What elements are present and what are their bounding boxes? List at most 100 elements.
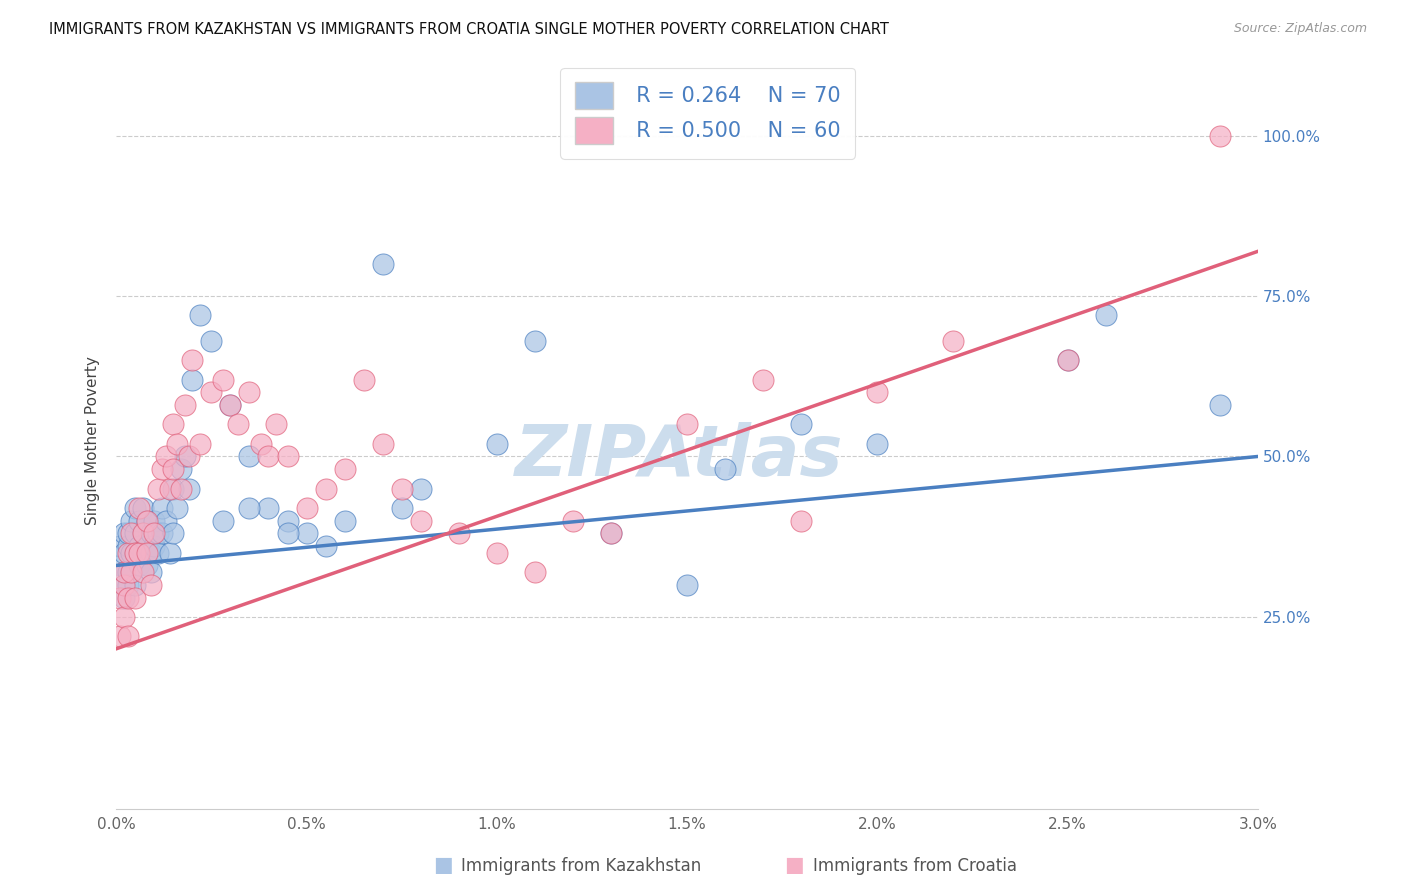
Point [128,546,150,560]
Point [257,450,280,464]
Point [124,591,146,605]
Point [238,450,260,464]
Point [676,417,699,432]
Point [117,539,139,553]
Point [371,257,394,271]
Point [139,577,162,591]
Point [112,565,135,579]
Point [188,436,211,450]
Point [485,436,508,450]
Point [146,546,169,560]
Point [121,514,143,528]
Point [1209,128,1232,143]
Point [391,482,413,496]
Point [353,373,375,387]
Point [124,546,146,560]
Point [200,385,222,400]
Point [238,385,260,400]
Point [117,546,139,560]
Point [108,591,131,605]
Legend:   R = 0.264    N = 70,   R = 0.500    N = 60: R = 0.264 N = 70, R = 0.500 N = 60 [561,68,855,159]
Point [1094,309,1116,323]
Point [128,500,150,515]
Point [173,450,195,464]
Point [143,539,166,553]
Y-axis label: Single Mother Poverty: Single Mother Poverty [86,356,100,524]
Point [276,526,298,541]
Point [200,334,222,348]
Point [150,462,173,476]
Point [139,526,162,541]
Point [177,482,200,496]
Point [238,500,260,515]
Point [790,417,813,432]
Point [132,565,155,579]
Point [132,500,155,515]
Point [333,462,356,476]
Point [219,398,242,412]
Point [112,577,135,591]
Point [409,482,432,496]
Point [159,482,181,496]
Point [276,450,298,464]
Point [177,450,200,464]
Point [485,546,508,560]
Point [523,565,546,579]
Point [121,565,143,579]
Point [409,514,432,528]
Point [159,546,181,560]
Point [162,526,184,541]
Point [108,539,131,553]
Point [333,514,356,528]
Point [211,373,233,387]
Point [155,514,177,528]
Point [295,526,318,541]
Point [866,436,889,450]
Text: Immigrants from Kazakhstan: Immigrants from Kazakhstan [461,857,702,875]
Point [166,500,188,515]
Point [124,546,146,560]
Point [135,546,157,560]
Point [117,577,139,591]
Point [135,514,157,528]
Point [250,436,273,450]
Point [1056,353,1078,368]
Point [371,436,394,450]
Point [211,514,233,528]
Point [124,577,146,591]
Point [128,514,150,528]
Point [155,450,177,464]
Point [135,539,157,553]
Point [315,482,337,496]
Point [108,629,131,643]
Text: ■: ■ [433,855,453,875]
Point [121,565,143,579]
Point [1209,398,1232,412]
Point [219,398,242,412]
Point [117,565,139,579]
Point [561,514,583,528]
Point [139,546,162,560]
Point [264,417,287,432]
Point [447,526,470,541]
Point [135,514,157,528]
Point [112,546,135,560]
Point [132,526,155,541]
Text: IMMIGRANTS FROM KAZAKHSTAN VS IMMIGRANTS FROM CROATIA SINGLE MOTHER POVERTY CORR: IMMIGRANTS FROM KAZAKHSTAN VS IMMIGRANTS… [49,22,889,37]
Point [188,309,211,323]
Point [143,514,166,528]
Point [162,417,184,432]
Point [181,353,204,368]
Point [162,482,184,496]
Point [139,565,162,579]
Point [173,398,195,412]
Point [942,334,965,348]
Point [146,526,169,541]
Point [226,417,249,432]
Point [170,462,193,476]
Point [170,482,193,496]
Point [112,577,135,591]
Point [150,526,173,541]
Text: ZIPAtlas: ZIPAtlas [515,422,844,491]
Point [790,514,813,528]
